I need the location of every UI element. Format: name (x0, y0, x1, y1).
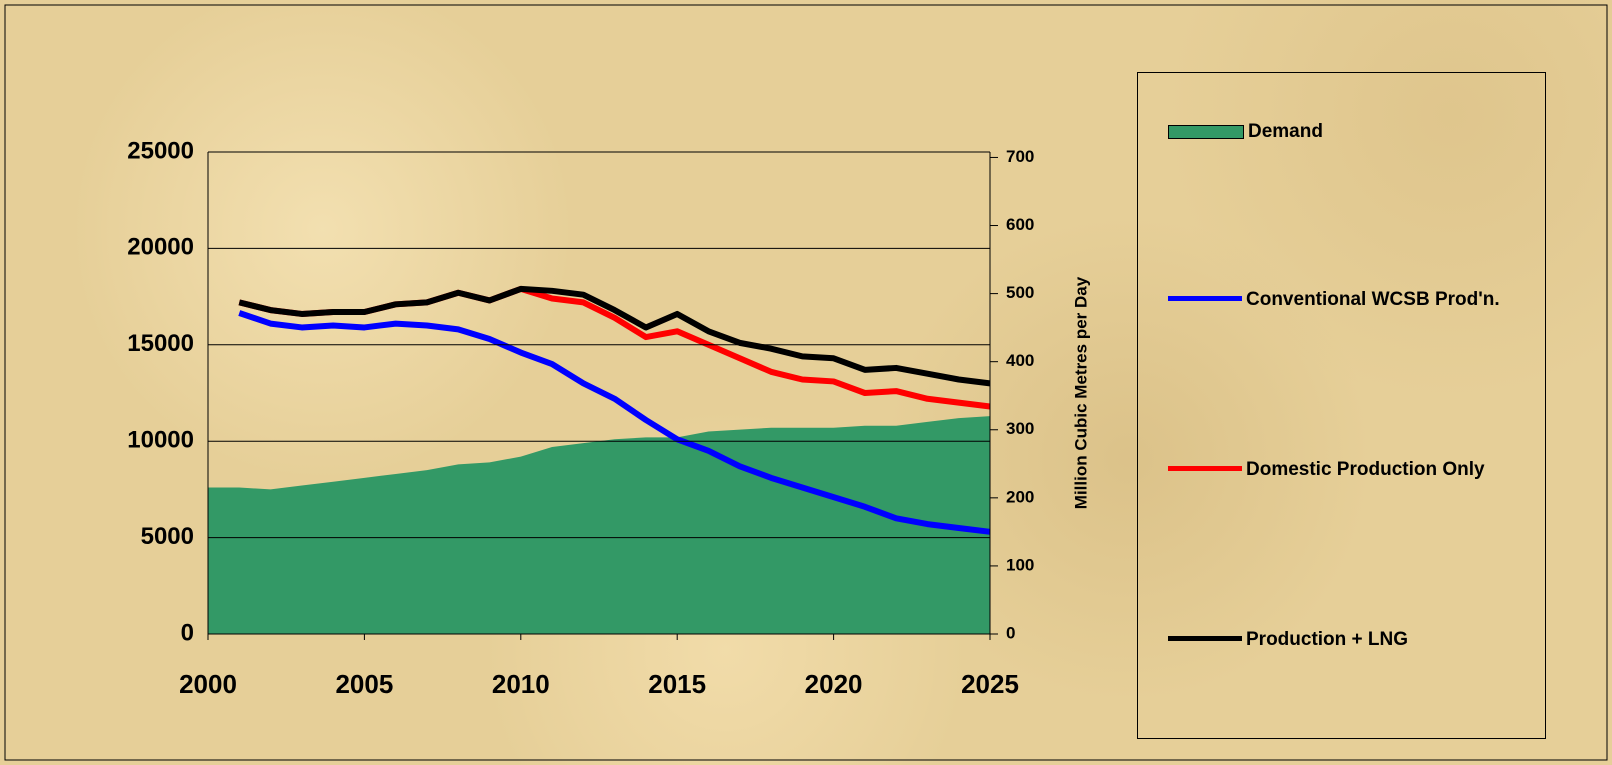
legend-swatch (1168, 466, 1242, 471)
y-tick-label: 25000 (127, 137, 194, 164)
x-tick-label: 2015 (648, 669, 706, 699)
legend-swatch (1168, 296, 1242, 301)
legend-entry: Production + LNG (1168, 627, 1536, 653)
line (238, 285, 991, 410)
y-tick-label: 20000 (127, 234, 194, 261)
x-tick-label: 2000 (179, 669, 237, 699)
y2-tick-label: 400 (1006, 351, 1034, 370)
legend-swatch (1168, 636, 1242, 641)
y2-tick-label: 600 (1006, 215, 1034, 234)
y-tick-label: 10000 (127, 427, 194, 454)
y2-tick-label: 700 (1006, 147, 1034, 166)
y2-tick-label: 100 (1006, 555, 1034, 574)
y-tick-label: 5000 (141, 523, 194, 550)
legend-label: Conventional WCSB Prod'n. (1246, 289, 1500, 310)
legend-label: Demand (1248, 121, 1323, 142)
x-tick-label: 2010 (492, 669, 550, 699)
line (238, 285, 991, 387)
line (238, 310, 991, 535)
x-tick-label: 2020 (805, 669, 863, 699)
y-tick-label: 15000 (127, 330, 194, 357)
y2-tick-label: 500 (1006, 283, 1034, 302)
legend-label: Domestic Production Only (1246, 459, 1485, 480)
y2-tick-label: 0 (1006, 623, 1015, 642)
y2-tick-label: 200 (1006, 487, 1034, 506)
legend-entry: Conventional WCSB Prod'n. (1168, 287, 1536, 313)
legend-entry: Demand (1168, 119, 1538, 145)
x-tick-label: 2025 (961, 669, 1019, 699)
frame (4, 4, 1608, 761)
legend: Demand Conventional WCSB Prod'n. Domestic … (1137, 72, 1546, 739)
legend-label: Production + LNG (1246, 629, 1409, 650)
area (208, 416, 990, 634)
legend-swatch (1168, 125, 1244, 139)
y-tick-label: 0 (181, 619, 194, 646)
y2-tick-label: 300 (1006, 419, 1034, 438)
x-tick-label: 2005 (335, 669, 393, 699)
legend-entry: Domestic Production Only (1168, 457, 1536, 483)
y2-axis-label: Million Cubic Metres per Day (1071, 276, 1090, 509)
